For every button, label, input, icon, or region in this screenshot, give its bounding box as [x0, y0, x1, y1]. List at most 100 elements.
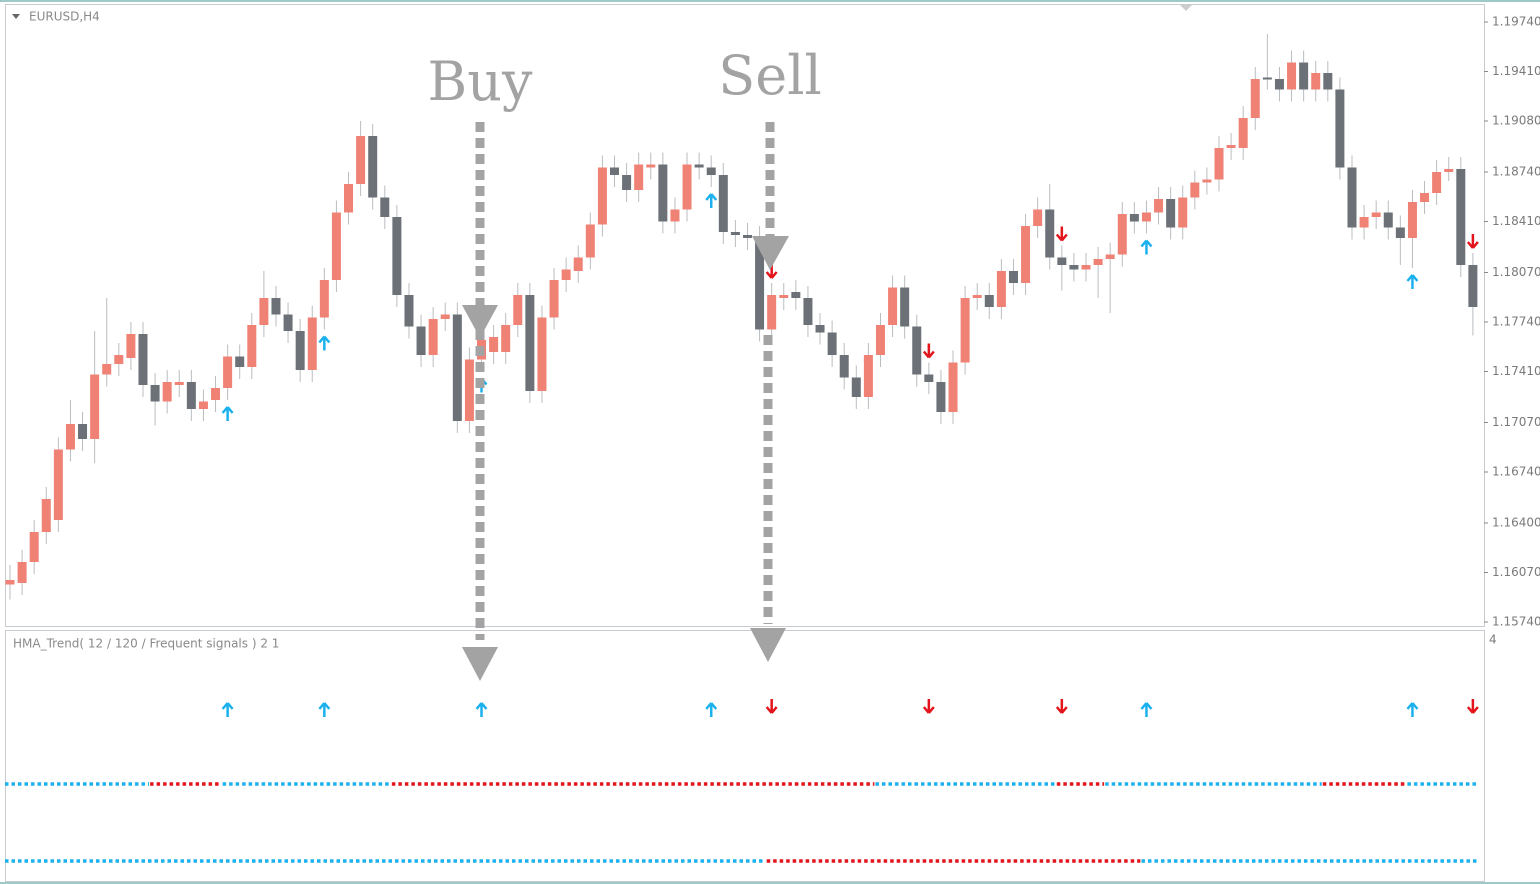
- candle-body: [1468, 265, 1478, 307]
- candle-body: [356, 136, 366, 184]
- candle-body: [344, 184, 354, 213]
- candle-body: [948, 362, 958, 412]
- candle-body: [984, 295, 994, 307]
- candle-body: [912, 326, 922, 375]
- indicator-axis-label: 4: [1489, 633, 1497, 647]
- candle-body: [65, 424, 75, 450]
- sell-signal-indicator: [1055, 699, 1068, 714]
- y-tick-label: 1.16070: [1492, 565, 1540, 579]
- candle-body: [1154, 199, 1164, 213]
- candle-body: [779, 295, 789, 298]
- candle-body: [1021, 226, 1031, 283]
- buy-signal-indicator: [318, 702, 331, 717]
- marks: 1.19740 1.19410 1.19080 1.18740 1.18410 1.180…: [5, 15, 1540, 863]
- candle-body: [1371, 212, 1381, 217]
- candle-body: [464, 359, 474, 421]
- candle-body: [742, 235, 752, 238]
- buy-signal-indicator: [705, 702, 718, 717]
- candle-body: [706, 167, 716, 175]
- dropdown-icon[interactable]: [12, 14, 20, 19]
- candle-body: [1383, 212, 1393, 228]
- candle-body: [827, 332, 837, 355]
- candle-body: [803, 298, 813, 325]
- candle-body: [392, 217, 402, 295]
- candle-body: [755, 238, 765, 330]
- buy-signal: [221, 406, 234, 421]
- sell-arrow-head: [752, 236, 789, 270]
- candle-body: [996, 271, 1006, 307]
- main-panel: [5, 4, 1485, 627]
- candle-body: [1395, 227, 1405, 238]
- candle-body: [271, 298, 281, 315]
- candle-body: [41, 499, 51, 532]
- candle-body: [404, 295, 414, 327]
- buy-signal: [705, 193, 718, 208]
- candle-body: [646, 164, 656, 168]
- y-tick-label: 1.16400: [1492, 516, 1540, 530]
- candle-body: [900, 287, 910, 327]
- candle-body: [1335, 89, 1345, 168]
- candle-body: [1299, 62, 1309, 90]
- candle-body: [53, 449, 63, 520]
- candle-body: [150, 385, 160, 402]
- sell-signal: [1055, 226, 1068, 242]
- candle-body: [597, 167, 607, 225]
- candle-body: [331, 212, 341, 280]
- candle-body: [102, 364, 112, 375]
- candle-body: [90, 374, 100, 439]
- candle-body: [960, 298, 970, 363]
- sell-signal: [922, 343, 935, 359]
- y-tick-label: 1.18070: [1492, 265, 1540, 279]
- buy-signal-indicator: [1140, 702, 1153, 717]
- y-tick-label: 1.16740: [1492, 465, 1540, 479]
- candle-body: [791, 292, 801, 298]
- candle-body: [1347, 167, 1357, 228]
- buy-label: Buy: [428, 50, 533, 113]
- candle-body: [1057, 257, 1067, 265]
- candle-body: [767, 295, 777, 330]
- candle-body: [1226, 145, 1236, 148]
- candle-body: [682, 164, 692, 210]
- buy-signal-indicator: [221, 702, 234, 717]
- candle-body: [561, 269, 571, 280]
- y-tick-label: 1.18410: [1492, 214, 1540, 228]
- candle-body: [174, 382, 184, 385]
- candle-body: [1202, 179, 1212, 183]
- candle-body: [585, 224, 595, 258]
- candle-body: [1323, 73, 1333, 90]
- candle-body: [1045, 209, 1055, 258]
- y-tick-label: 1.17410: [1492, 364, 1540, 378]
- candle-body: [1456, 169, 1466, 265]
- candle-body: [247, 325, 257, 367]
- candle-body: [730, 232, 740, 235]
- candle-body: [416, 326, 426, 355]
- indicator-panel: [5, 630, 1485, 882]
- candle-body: [1250, 79, 1260, 118]
- sell-label: Sell: [718, 44, 822, 107]
- y-tick-label: 1.18740: [1492, 165, 1540, 179]
- candle-body: [211, 388, 221, 400]
- buy-signal-indicator: [1406, 702, 1419, 717]
- buy-arrow-head: [462, 305, 498, 338]
- candle-body: [1214, 148, 1224, 180]
- candle-body: [1287, 62, 1297, 90]
- candle-body: [1432, 172, 1442, 193]
- candle-body: [428, 319, 438, 355]
- candle-body: [235, 356, 245, 367]
- candle-body: [380, 197, 390, 217]
- candle-body: [1081, 265, 1091, 270]
- sell-arrow-head: [750, 628, 786, 662]
- y-tick-label: 1.19740: [1492, 15, 1540, 29]
- candle-body: [1178, 197, 1188, 228]
- candle-body: [936, 382, 946, 412]
- candle-body: [1311, 73, 1321, 90]
- candle-body: [1129, 214, 1139, 222]
- indicator-label: HMA_Trend( 12 / 120 / Frequent signals )…: [13, 637, 279, 651]
- candle-body: [1117, 214, 1127, 255]
- sell-signal-indicator: [1466, 699, 1479, 714]
- buy-signal-indicator: [475, 702, 488, 717]
- candle-body: [440, 314, 450, 319]
- candle-body: [1359, 217, 1369, 228]
